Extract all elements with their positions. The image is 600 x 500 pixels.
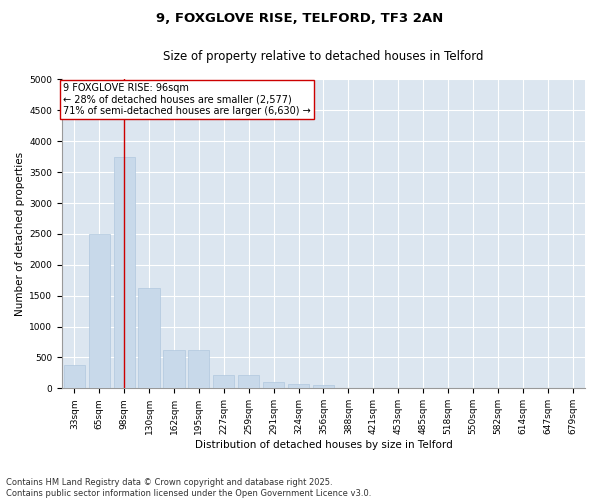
Text: 9 FOXGLOVE RISE: 96sqm
← 28% of detached houses are smaller (2,577)
71% of semi-: 9 FOXGLOVE RISE: 96sqm ← 28% of detached… xyxy=(63,82,311,116)
Bar xyxy=(188,350,209,389)
Bar xyxy=(213,375,235,388)
Text: 9, FOXGLOVE RISE, TELFORD, TF3 2AN: 9, FOXGLOVE RISE, TELFORD, TF3 2AN xyxy=(157,12,443,26)
Y-axis label: Number of detached properties: Number of detached properties xyxy=(15,152,25,316)
Text: Contains HM Land Registry data © Crown copyright and database right 2025.
Contai: Contains HM Land Registry data © Crown c… xyxy=(6,478,371,498)
Bar xyxy=(288,384,309,388)
X-axis label: Distribution of detached houses by size in Telford: Distribution of detached houses by size … xyxy=(194,440,452,450)
Bar xyxy=(163,350,185,389)
Bar xyxy=(113,156,135,388)
Title: Size of property relative to detached houses in Telford: Size of property relative to detached ho… xyxy=(163,50,484,63)
Bar xyxy=(64,365,85,388)
Bar xyxy=(139,288,160,388)
Bar xyxy=(313,385,334,388)
Bar xyxy=(263,382,284,388)
Bar xyxy=(89,234,110,388)
Bar xyxy=(238,375,259,388)
